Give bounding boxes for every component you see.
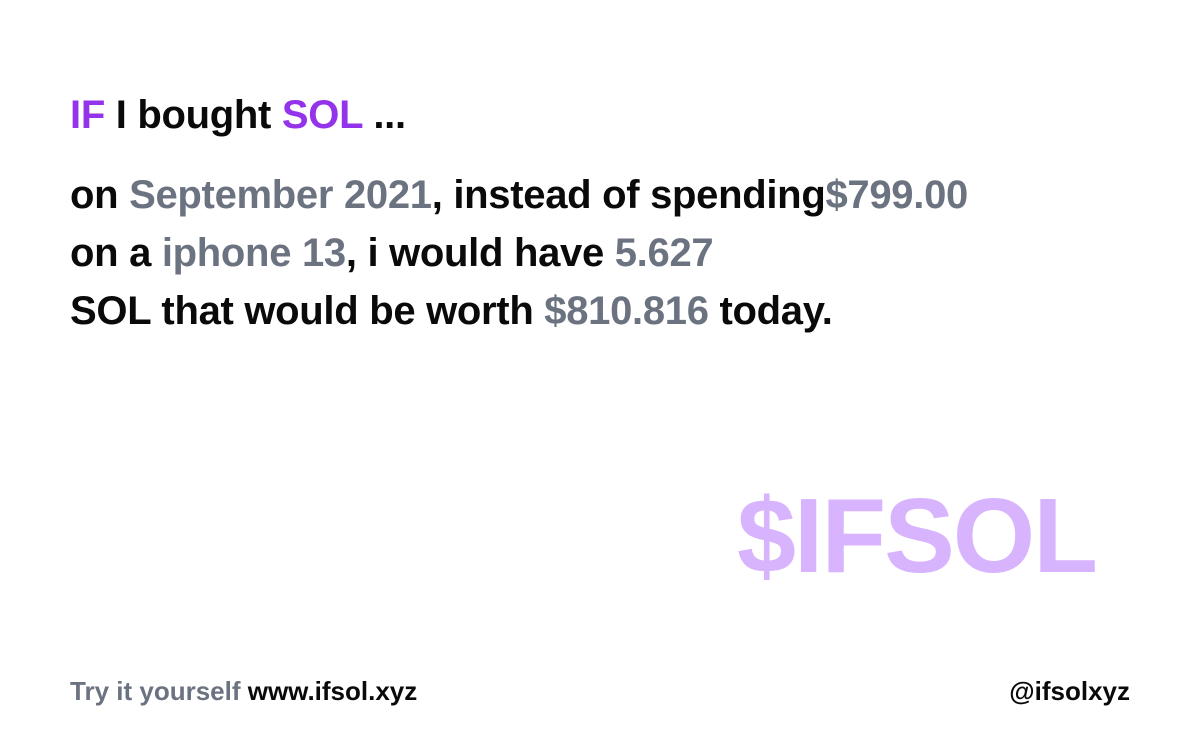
body-line-3: SOL that would be worth $810.816 today. bbox=[70, 282, 968, 340]
headline: IF I bought SOL ... bbox=[70, 86, 406, 144]
footer-handle[interactable]: @ifsolxyz bbox=[1009, 674, 1130, 708]
brand-watermark: $IFSOL bbox=[737, 466, 1096, 606]
footer-try-label: Try it yourself bbox=[70, 676, 248, 706]
sol-amount: 5.627 bbox=[615, 231, 714, 275]
footer-url-link[interactable]: www.ifsol.xyz bbox=[248, 676, 418, 706]
item-price: $799.00 bbox=[825, 173, 968, 217]
item-name: iphone 13 bbox=[162, 231, 346, 275]
headline-ellipsis: ... bbox=[363, 93, 406, 137]
body-line-2: on a iphone 13, i would have 5.627 bbox=[70, 224, 968, 282]
body-on: on bbox=[70, 173, 129, 217]
headline-if: IF bbox=[70, 93, 105, 137]
body-instead: , instead of spending bbox=[432, 173, 826, 217]
body-would-have: , i would have bbox=[346, 231, 615, 275]
body-text: on September 2021, instead of spending$7… bbox=[70, 166, 968, 340]
footer-cta: Try it yourself www.ifsol.xyz bbox=[70, 674, 417, 708]
body-line-1: on September 2021, instead of spending$7… bbox=[70, 166, 968, 224]
purchase-date: September 2021 bbox=[129, 173, 432, 217]
body-sol-worth: SOL that would be worth bbox=[70, 289, 544, 333]
body-today: today. bbox=[709, 289, 833, 333]
body-on-a: on a bbox=[70, 231, 162, 275]
headline-coin: SOL bbox=[282, 93, 363, 137]
headline-i-bought: I bought bbox=[105, 93, 282, 137]
current-worth: $810.816 bbox=[544, 289, 708, 333]
